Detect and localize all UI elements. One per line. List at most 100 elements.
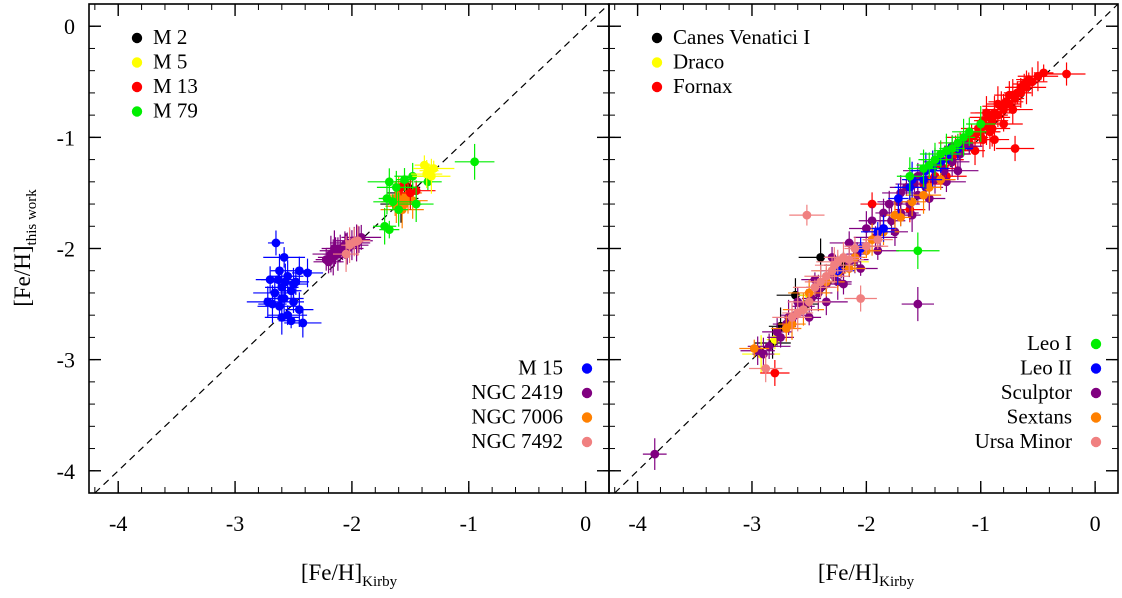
point-marker [856,294,866,303]
x-axis-label-right-main: [Fe/H] [818,560,879,585]
y-axis-label-main: [Fe/H] [10,245,35,306]
legend-marker [581,387,593,399]
legend-label: NGC 7492 [471,429,563,453]
point-marker [850,244,860,253]
data-point [788,292,831,311]
data-point [844,238,889,255]
series-leo-i [896,106,996,269]
point-marker [1004,90,1014,100]
point-marker [776,333,785,342]
x-tick-label: -4 [628,511,646,536]
legend-marker [131,81,143,93]
legend-top-left: M 2M 5M 13M 79 [131,25,198,123]
data-point [291,258,324,288]
legend-label: NGC 2419 [471,380,563,404]
y-tick-label: 0 [64,14,75,39]
legend-marker [131,106,143,117]
data-point [995,135,1035,162]
point-marker [1039,68,1049,78]
data-point [888,183,909,214]
point-marker [982,108,991,118]
data-point [939,135,965,162]
data-point [345,225,371,256]
legend-label: M 79 [153,99,198,123]
point-marker [271,238,281,248]
series-m-5 [411,155,455,194]
data-point [804,263,849,289]
point-marker [867,199,877,209]
point-marker [936,149,946,159]
point-marker [924,160,934,170]
point-marker [1024,75,1034,84]
data-point [749,354,783,383]
point-marker [329,244,339,253]
point-marker [930,155,940,164]
point-marker [810,282,820,292]
data-point [986,86,1010,122]
series-m-79 [367,143,495,245]
point-marker [289,297,298,307]
x-axis-label-left-main: [Fe/H] [301,560,362,585]
point-marker [924,182,934,192]
legend-marker [581,436,593,448]
data-point [994,81,1025,110]
data-point [267,230,284,256]
point-marker [279,252,289,262]
data-point [767,327,794,348]
legend-label: M 13 [153,74,198,98]
point-marker [1016,82,1026,92]
legend-marker [651,81,663,93]
point-marker [919,190,928,200]
legend-marker [581,363,593,374]
legend-marker [131,57,143,68]
point-marker [804,288,814,298]
data-point [886,200,904,230]
x-tick-label: -1 [972,511,990,536]
data-point [379,220,400,239]
point-marker [905,171,915,181]
legend-label: Leo II [1020,356,1072,380]
data-point [261,269,296,290]
data-point [811,257,853,284]
y-tick-label: -4 [57,459,75,484]
point-marker [879,208,888,218]
point-marker [400,175,409,184]
data-point [412,158,451,194]
point-marker [884,199,894,209]
data-point [992,95,1033,124]
data-point [816,249,860,274]
point-marker [913,246,923,256]
x-axis-label-right: [Fe/H]Kirby [818,560,915,590]
data-point [862,230,893,250]
data-point [896,232,940,269]
point-marker [861,224,871,233]
svg-text:[Fe/H]this work: [Fe/H]this work [10,189,40,307]
point-marker [993,99,1003,109]
point-marker [289,279,298,289]
legend-label: M 15 [518,356,563,380]
data-point [389,192,408,227]
point-marker [890,210,900,220]
x-axis-label-left-sub: Kirby [362,574,397,590]
legend-marker [1090,412,1102,423]
legend-marker [651,57,663,68]
data-point [782,294,814,332]
point-marker [277,313,287,322]
point-marker [429,164,439,173]
point-marker [802,210,812,220]
data-point [804,265,837,299]
x-tick-label: -1 [460,511,478,536]
legend-label: Ursa Minor [975,429,1072,453]
legend-marker [1090,387,1102,399]
legend-label: Leo I [1027,331,1072,355]
point-marker [411,199,421,209]
legend-label: M 5 [153,50,187,74]
legend-marker [581,412,593,423]
point-marker [953,138,963,148]
point-marker [294,266,304,276]
data-point [760,359,790,386]
data-point [896,157,923,196]
x-tick-label: -2 [857,511,875,536]
